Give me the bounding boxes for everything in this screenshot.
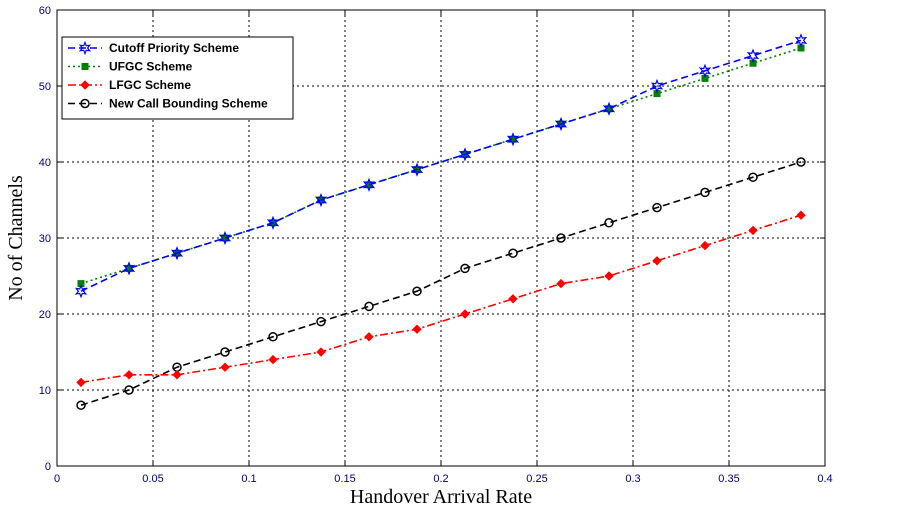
data-point [794, 33, 808, 48]
y-tick-label: 20 [39, 309, 51, 321]
data-point [124, 385, 134, 395]
data-point [316, 347, 326, 357]
data-point [700, 187, 710, 198]
data-point [364, 301, 374, 312]
data-point [124, 370, 134, 380]
y-tick-label: 60 [39, 5, 51, 17]
legend-item: Cutoff Priority Scheme [68, 40, 239, 56]
data-point [170, 246, 184, 261]
data-point [316, 316, 326, 327]
y-tick-label: 10 [39, 385, 51, 397]
data-point [122, 261, 136, 276]
data-point [700, 240, 710, 251]
data-point [410, 162, 424, 177]
data-point [604, 218, 614, 228]
legend-item: LFGC Scheme [68, 78, 191, 92]
data-point [796, 210, 806, 220]
data-point [556, 233, 566, 243]
data-point [748, 225, 758, 236]
x-tick-label: 0.2 [433, 473, 448, 485]
data-point [76, 400, 86, 410]
legend: Cutoff Priority Scheme UFGC Scheme LFGC Sc… [61, 36, 294, 120]
data-point [650, 78, 664, 94]
y-axis-label: No of Channels [5, 175, 27, 301]
data-point [652, 202, 662, 213]
data-point [314, 192, 328, 208]
x-tick-label: 0.4 [817, 473, 832, 485]
legend-label: New Call Bounding Scheme [109, 97, 268, 111]
legend-marker [81, 63, 89, 70]
data-point [268, 354, 278, 365]
x-tick-label: 0.3 [625, 473, 640, 485]
data-point [602, 101, 616, 116]
data-point [266, 215, 280, 230]
data-point [698, 63, 712, 78]
legend-box [61, 36, 294, 120]
x-axis-label: Handover Arrival Rate [350, 486, 532, 508]
x-tick-label: 0.05 [142, 473, 163, 485]
data-point [460, 263, 470, 274]
x-tick-label: 0.15 [334, 473, 355, 485]
y-tick-label: 30 [39, 233, 51, 245]
axis-ticks: 0 0.05 0.1 0.15 0.2 0.25 0.3 0.35 0.4 0 10 20 30 40 50… [39, 5, 833, 485]
data-point [412, 286, 422, 296]
data-point [460, 309, 470, 319]
grid-lines [57, 10, 825, 466]
data-point [508, 248, 518, 258]
data-point [604, 271, 614, 281]
legend-marker [80, 98, 90, 109]
data-point [554, 116, 568, 132]
data-point [652, 256, 662, 266]
x-tick-label: 0.1 [241, 473, 256, 485]
y-tick-label: 40 [39, 157, 51, 169]
legend-marker [78, 40, 92, 56]
data-point [364, 332, 374, 342]
data-point [268, 332, 278, 342]
data-point [746, 48, 760, 63]
data-point [74, 284, 88, 299]
y-tick-label: 50 [39, 81, 51, 93]
legend-marker [80, 80, 90, 90]
data-point [506, 132, 520, 147]
series-3 [76, 210, 806, 388]
x-tick-label: 0.35 [718, 473, 739, 485]
data-point [556, 278, 566, 289]
data-point [412, 324, 422, 334]
series-line [80, 47, 802, 285]
data-point [220, 362, 230, 372]
data-point [458, 147, 472, 162]
data-point [172, 370, 182, 380]
legend-label: LFGC Scheme [109, 78, 191, 92]
series-1 [74, 33, 808, 299]
legend-item: New Call Bounding Scheme [68, 97, 268, 111]
legend-item: UFGC Scheme [68, 60, 193, 74]
data-point [362, 177, 376, 192]
series-line [80, 161, 802, 406]
data-point [76, 377, 86, 388]
data-point [220, 347, 230, 357]
x-tick-label: 0 [54, 473, 60, 485]
legend-label: UFGC Scheme [109, 60, 193, 74]
legend-label: Cutoff Priority Scheme [109, 41, 239, 55]
data-point [796, 157, 806, 167]
data-point [218, 230, 232, 246]
y-tick-label: 0 [45, 461, 51, 473]
data-point [748, 172, 758, 182]
x-tick-label: 0.25 [526, 473, 547, 485]
data-point [508, 294, 518, 304]
series-layer [74, 33, 808, 410]
